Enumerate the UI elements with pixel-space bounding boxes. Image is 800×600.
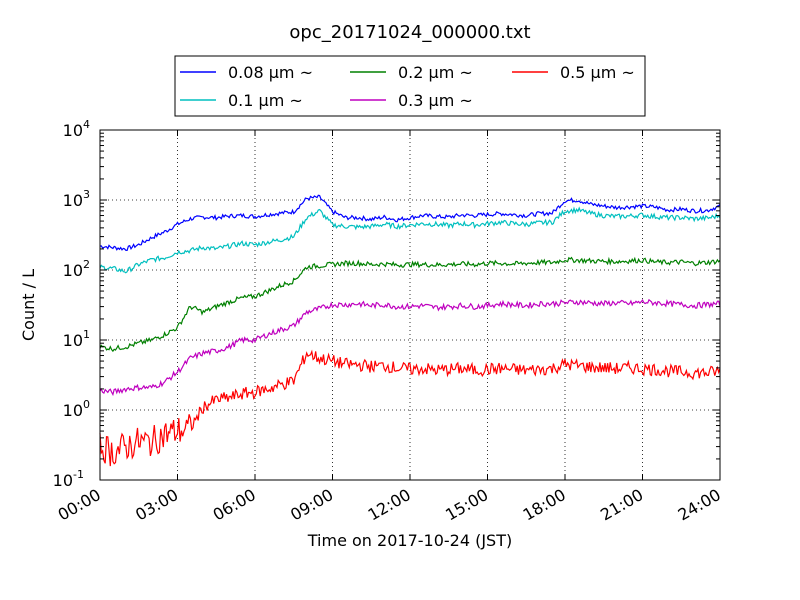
y-tick-exponent: 1 [83,328,90,341]
y-tick-exponent: -1 [73,468,84,481]
legend-label: 0.1 μm ~ [228,91,303,110]
x-axis-label: Time on 2017-10-24 (JST) [307,531,512,550]
axis-ticks [99,129,721,481]
chart-title: opc_20171024_000000.txt [289,22,530,43]
series-line [99,194,721,252]
y-tick-exponent: 3 [83,188,90,201]
series-layer [99,194,721,467]
series-line [99,349,721,467]
series-line [99,206,721,274]
legend-label: 0.3 μm ~ [398,91,473,110]
gridlines [100,130,720,480]
legend-label: 0.5 μm ~ [560,63,635,82]
y-tick-exponent: 2 [83,258,90,271]
y-tick-exponent: 4 [83,118,90,131]
y-tick-exponent: 0 [83,398,90,411]
legend-frame [174,55,646,117]
legend-label: 0.2 μm ~ [398,63,473,82]
y-axis-label: Count / L [19,269,38,341]
series-line [99,256,721,353]
series-line [99,298,721,397]
legend-label: 0.08 μm ~ [228,63,313,82]
legend: 0.08 μm ~ 0.1 μm ~ 0.2 μm ~ 0.3 μm ~ 0.5 μm … [174,55,646,117]
